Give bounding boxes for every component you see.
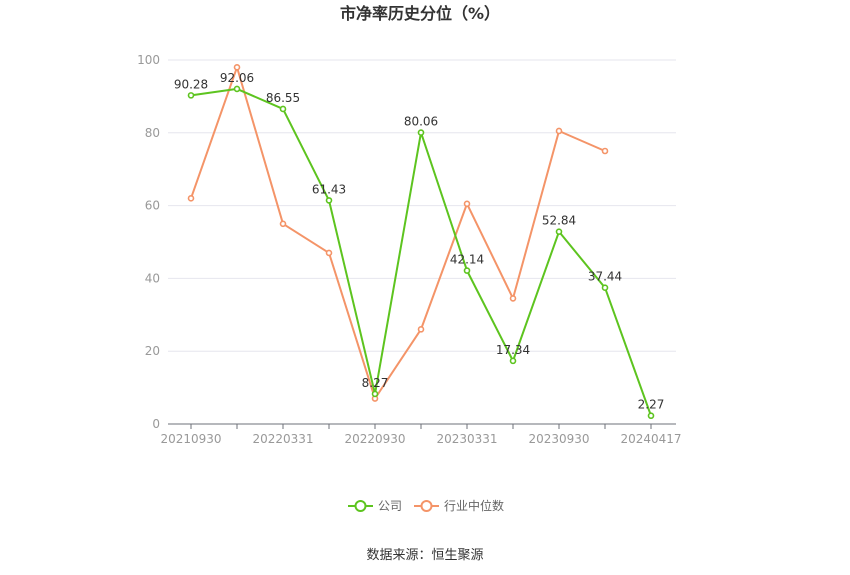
x-tick-label-20230930: 20230930 [528,432,589,446]
x-tick-label-20230331: 20230331 [436,432,497,446]
data-point-series-1 [463,200,471,208]
y-tick-label-0: 0 [152,417,160,431]
y-tick-label-40: 40 [145,271,160,285]
data-point-series-0 [417,129,425,136]
data-label: 61.43 [312,182,346,196]
data-point-series-0 [555,228,563,235]
legend-marker [420,500,433,512]
series-layer [187,63,655,420]
y-tick-label-20: 20 [145,344,160,358]
data-point-series-1 [601,147,609,155]
data-point-series-0 [601,284,609,292]
legend-label: 行业中位数 [444,498,504,513]
data-point-series-1 [325,249,333,257]
y-tick-label-100: 100 [137,53,160,67]
data-label: 2.27 [638,398,665,412]
legend[interactable]: 公司 行业中位数 [348,498,504,513]
data-labels: 90.28 92.06 86.55 61.43 8.27 80.06 42.14 17.34 5… [174,71,665,412]
data-label: 17.34 [496,343,530,357]
legend-item-1[interactable]: 行业中位数 [414,498,504,513]
data-label: 80.06 [404,115,438,129]
data-label: 52.84 [542,214,576,228]
data-label: 86.55 [266,91,300,105]
x-tick-label-20210930: 20210930 [160,432,221,446]
grid [168,59,676,352]
data-point-series-0 [647,412,655,420]
data-label: 90.28 [174,77,208,91]
series-line-1 [190,66,606,400]
x-tick-label-20220930: 20220930 [344,432,405,446]
legend-label: 公司 [378,499,402,513]
source-note: 数据来源：恒生聚源 [366,548,483,563]
data-point-series-1 [509,295,517,302]
x-tick-label-20220331: 20220331 [252,432,313,446]
data-point-series-0 [463,267,471,274]
data-point-series-0 [279,105,287,113]
data-point-series-1 [279,220,287,228]
chart-title: 市净率历史分位（%） [340,4,500,23]
data-point-series-1 [417,326,425,333]
data-label: 37.44 [588,270,622,284]
x-tick-label-20240417: 20240417 [620,432,681,446]
data-point-series-1 [187,195,195,202]
data-point-series-0 [233,85,241,93]
data-point-series-0 [371,390,379,398]
data-point-series-1 [555,127,563,135]
data-label: 42.14 [450,253,484,267]
data-point-series-1 [233,63,241,71]
data-label: 92.06 [220,71,254,85]
data-point-series-0 [509,357,517,365]
data-label: 8.27 [362,376,389,390]
series-line-0 [190,87,652,417]
legend-item-0[interactable]: 公司 [348,499,402,513]
data-point-series-0 [325,197,333,204]
data-point-series-0 [187,92,195,99]
y-tick-label-80: 80 [145,126,160,140]
y-tick-label-60: 60 [145,199,160,213]
axes: 0 20 40 60 80 100 20210930 20220331 20220930 2023… [137,53,681,446]
legend-marker [354,500,367,512]
